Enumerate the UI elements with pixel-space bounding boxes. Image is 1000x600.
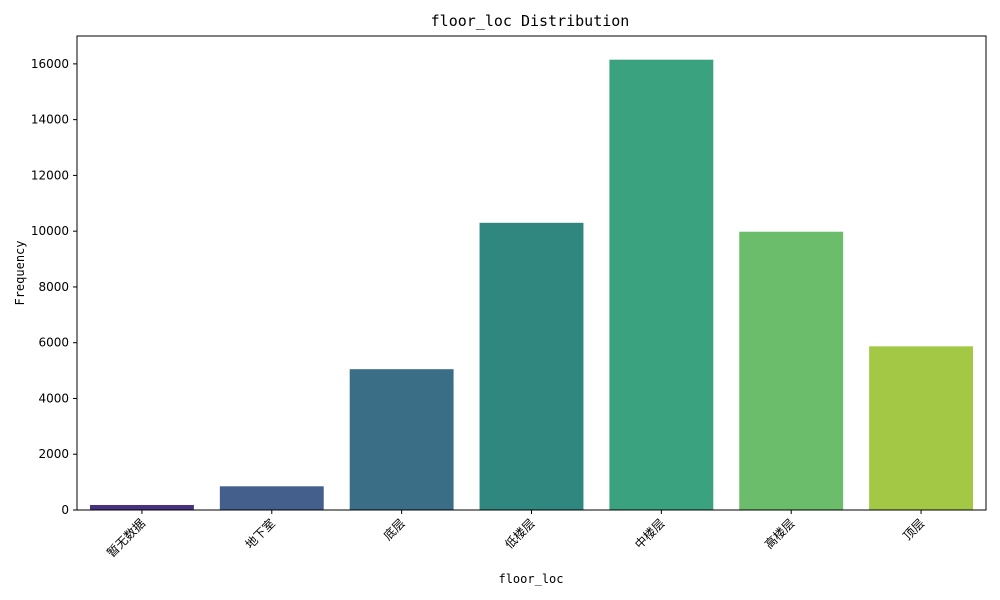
bar-6 [869, 346, 974, 510]
bar-1 [219, 486, 324, 510]
x-axis-label: floor_loc [498, 572, 563, 586]
y-tick-label-6: 12000 [31, 168, 69, 182]
x-axis: 暂无数据 地下室 底层 低楼层 中楼层 高楼层 顶层 [103, 510, 927, 560]
y-axis: 0 2000 4000 6000 8000 10000 12000 14000 16000 [31, 57, 77, 517]
bar-3 [479, 222, 584, 510]
y-tick-label-2: 4000 [38, 391, 69, 405]
y-tick-label-3: 6000 [38, 336, 69, 350]
chart-title: floor_loc Distribution [431, 12, 630, 30]
x-tick-label-2: 底层 [380, 516, 408, 544]
y-tick-label-1: 2000 [38, 447, 69, 461]
x-tick-label-0: 暂无数据 [103, 516, 148, 561]
y-tick-label-7: 14000 [31, 113, 69, 127]
y-tick-label-0: 0 [61, 503, 69, 517]
bar-0 [89, 504, 194, 510]
x-tick-label-1: 地下室 [242, 516, 278, 552]
y-tick-label-8: 16000 [31, 57, 69, 71]
x-tick-label-6: 顶层 [900, 516, 927, 543]
x-tick-label-5: 高楼层 [761, 516, 797, 552]
x-tick-label-4: 中楼层 [631, 516, 667, 552]
x-tick-label-3: 低楼层 [502, 516, 538, 552]
bar-4 [609, 59, 714, 510]
bar-2 [349, 369, 454, 510]
y-axis-label: Frequency [13, 240, 27, 305]
plot-frame [76, 35, 987, 511]
y-tick-label-4: 8000 [38, 280, 69, 294]
bars [89, 59, 974, 511]
y-tick-label-5: 10000 [31, 224, 69, 238]
bar-5 [739, 231, 844, 511]
